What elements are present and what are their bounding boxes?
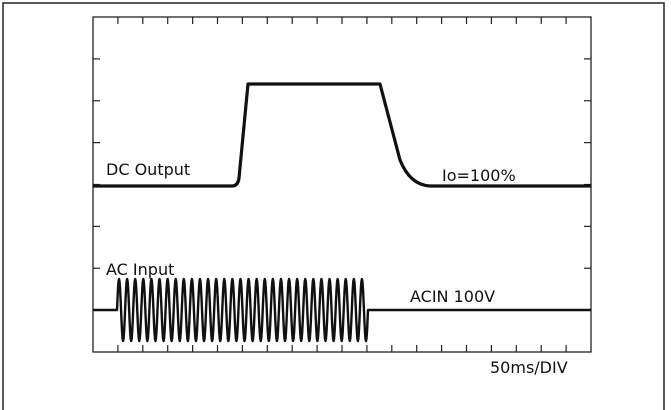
acin-voltage-label: ACIN 100V bbox=[410, 287, 495, 306]
timebase-label: 50ms/DIV bbox=[490, 358, 568, 377]
dc-output-trace bbox=[93, 82, 591, 188]
dc-output-label: DC Output bbox=[106, 160, 190, 179]
ac-input-label: AC Input bbox=[106, 260, 174, 279]
io-load-label: Io=100% bbox=[442, 166, 516, 185]
ac-input-trace bbox=[93, 277, 591, 343]
